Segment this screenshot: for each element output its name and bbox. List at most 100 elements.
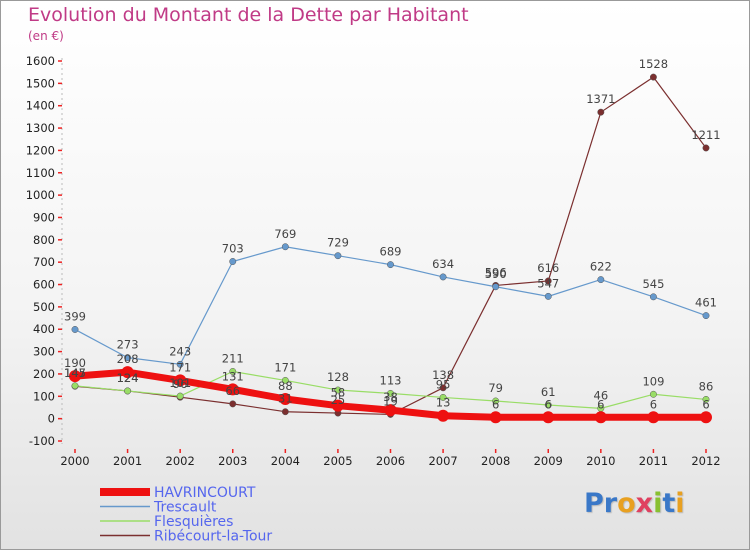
data-point xyxy=(176,392,184,400)
data-point xyxy=(702,144,710,152)
data-point xyxy=(71,326,79,333)
data-point xyxy=(387,389,394,397)
x-tick-label: 2012 xyxy=(691,454,720,468)
data-point xyxy=(229,400,237,408)
data-point xyxy=(226,383,239,396)
data-label: 86 xyxy=(699,379,714,393)
y-tick-label: 200 xyxy=(33,367,55,381)
legend-label: HAVRINCOURT xyxy=(154,485,256,501)
data-label: 25 xyxy=(331,393,346,407)
data-label: 243 xyxy=(169,344,191,358)
y-tick-label: 1200 xyxy=(26,143,55,157)
data-label: 769 xyxy=(274,227,296,241)
data-label: 190 xyxy=(64,356,86,370)
data-point xyxy=(647,411,660,424)
data-label: 124 xyxy=(117,371,139,385)
y-tick-label: 1400 xyxy=(26,99,55,113)
x-tick-label: 2002 xyxy=(166,454,195,468)
x-axis-ticks: 2000 2001 2002 2003 2004 2005 2006 2007 2008 2009… xyxy=(60,449,721,468)
data-label: 128 xyxy=(327,370,349,384)
data-label: 547 xyxy=(537,276,559,290)
data-point xyxy=(124,354,132,362)
data-point xyxy=(279,392,292,405)
data-label: 66 xyxy=(225,384,240,398)
data-label: 109 xyxy=(642,374,664,388)
y-tick-label: 1300 xyxy=(26,121,55,135)
x-tick-label: 2007 xyxy=(428,454,457,468)
data-point xyxy=(492,283,500,291)
data-label: 1211 xyxy=(691,128,720,142)
data-label: 95 xyxy=(436,377,451,391)
data-label: 171 xyxy=(274,360,296,374)
data-point xyxy=(174,374,187,387)
series-lines xyxy=(69,73,712,424)
x-tick-label: 2008 xyxy=(481,454,510,468)
data-label: 171 xyxy=(169,360,191,374)
data-point xyxy=(229,258,237,265)
data-label: 31 xyxy=(278,392,293,406)
x-tick-label: 2001 xyxy=(113,454,142,468)
data-point xyxy=(597,108,605,116)
data-label: 703 xyxy=(222,242,244,256)
data-label: 19 xyxy=(383,394,398,408)
data-point xyxy=(229,368,237,375)
data-point xyxy=(702,395,710,403)
y-tick-label: 700 xyxy=(33,255,55,269)
data-point xyxy=(439,393,447,401)
data-label: 61 xyxy=(541,385,556,399)
data-point xyxy=(542,411,555,424)
data-point xyxy=(281,376,289,384)
y-tick-label: 300 xyxy=(33,345,55,359)
data-label: 13 xyxy=(436,396,451,410)
data-point xyxy=(331,399,344,412)
data-point xyxy=(649,73,657,81)
data-label: 545 xyxy=(642,277,664,291)
data-label: 729 xyxy=(327,236,349,250)
data-point xyxy=(649,293,657,301)
chart-subtitle: (en €) xyxy=(28,29,64,43)
data-label: 590 xyxy=(485,267,507,281)
data-point xyxy=(489,411,502,424)
x-tick-label: 2004 xyxy=(271,454,300,468)
data-point xyxy=(334,252,342,260)
y-tick-label: 900 xyxy=(33,210,55,224)
data-label: 211 xyxy=(222,351,244,365)
data-label: 6 xyxy=(545,397,552,411)
data-label: 1528 xyxy=(639,57,668,71)
data-label: 147 xyxy=(64,366,86,380)
data-label: 273 xyxy=(117,338,139,352)
data-point xyxy=(492,397,500,405)
y-tick-label: 1500 xyxy=(26,76,55,90)
data-label: 138 xyxy=(432,368,454,382)
data-label: 113 xyxy=(380,373,402,387)
x-tick-label: 2000 xyxy=(60,454,89,468)
data-label: 38 xyxy=(383,390,398,404)
data-point xyxy=(544,401,552,409)
data-point xyxy=(544,292,552,300)
y-tick-label: 800 xyxy=(33,233,55,247)
x-tick-label: 2005 xyxy=(323,454,352,468)
data-label: 6 xyxy=(650,397,657,411)
y-tick-label: 1600 xyxy=(26,54,55,68)
y-tick-label: 100 xyxy=(33,389,55,403)
data-label: 145 xyxy=(64,366,86,380)
data-label: 6 xyxy=(492,397,499,411)
data-label: 634 xyxy=(432,257,454,271)
data-label: 58 xyxy=(331,386,346,400)
legend-label: Ribécourt-la-Tour xyxy=(154,529,272,545)
y-tick-label: -100 xyxy=(29,434,55,448)
data-label: 88 xyxy=(278,379,293,393)
data-label: 208 xyxy=(117,352,139,366)
data-label: 1371 xyxy=(586,92,615,106)
legend-label: Trescault xyxy=(153,500,217,516)
data-point xyxy=(597,276,605,284)
data-point xyxy=(71,382,79,390)
y-tick-label: 1100 xyxy=(26,166,55,180)
y-tick-label: 500 xyxy=(33,300,55,314)
data-label: 616 xyxy=(537,261,559,275)
data-point xyxy=(439,273,447,281)
legend-label: Flesquières xyxy=(154,514,233,530)
